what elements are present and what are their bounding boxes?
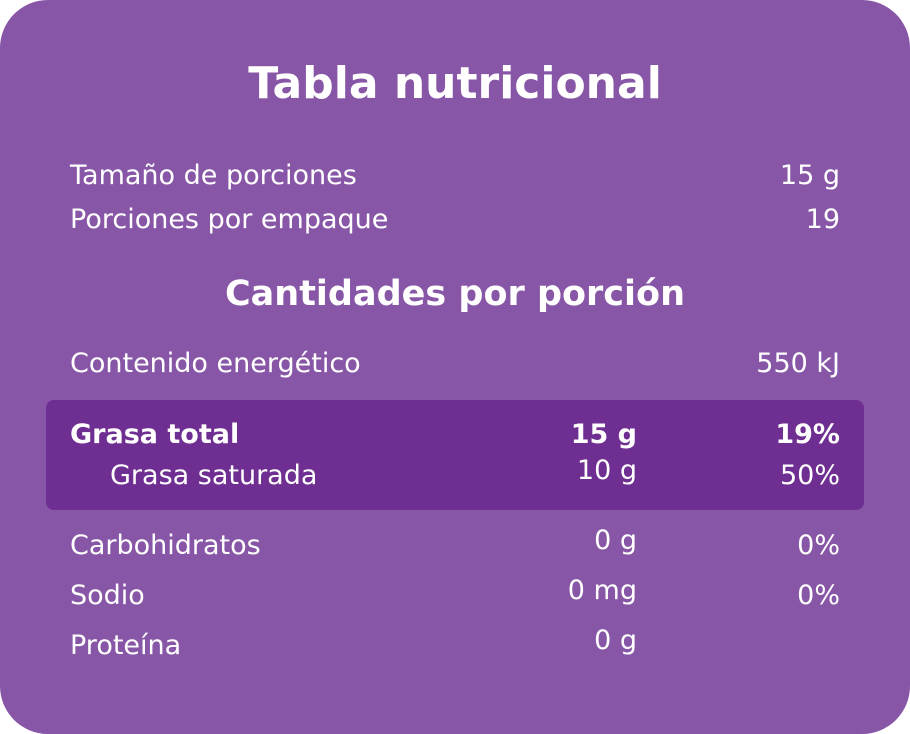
energy-value: 550 kJ [756, 348, 840, 379]
list-item-label: Carbohidratos [70, 530, 261, 561]
energy-label: Contenido energético [70, 348, 361, 379]
saturated-fat-label: Grasa saturada [110, 460, 318, 491]
list-item-amount: 0 g [594, 625, 637, 656]
total-fat-percent: 19% [775, 419, 840, 450]
serving-size-value: 15 g [779, 160, 840, 191]
list-item-label: Sodio [70, 580, 145, 611]
amounts-per-serving-heading: Cantidades por porción [224, 274, 686, 314]
fat-highlight-box [46, 400, 864, 510]
servings-per-package-value: 19 [805, 204, 840, 235]
list-item-percent: 0% [797, 580, 840, 611]
list-item-percent: 0% [797, 530, 840, 561]
serving-size-label: Tamaño de porciones [70, 160, 357, 191]
total-fat-label: Grasa total [70, 419, 240, 450]
saturated-fat-amount: 10 g [576, 455, 637, 486]
list-item-label: Proteína [70, 630, 182, 661]
servings-per-package-label: Porciones por empaque [70, 204, 389, 235]
saturated-fat-percent: 50% [779, 460, 840, 491]
total-fat-amount: 15 g [570, 419, 637, 450]
list-item-amount: 0 g [594, 525, 637, 556]
nutrition-table-title: Tabla nutricional [248, 58, 662, 109]
list-item-amount: 0 mg [567, 575, 637, 606]
